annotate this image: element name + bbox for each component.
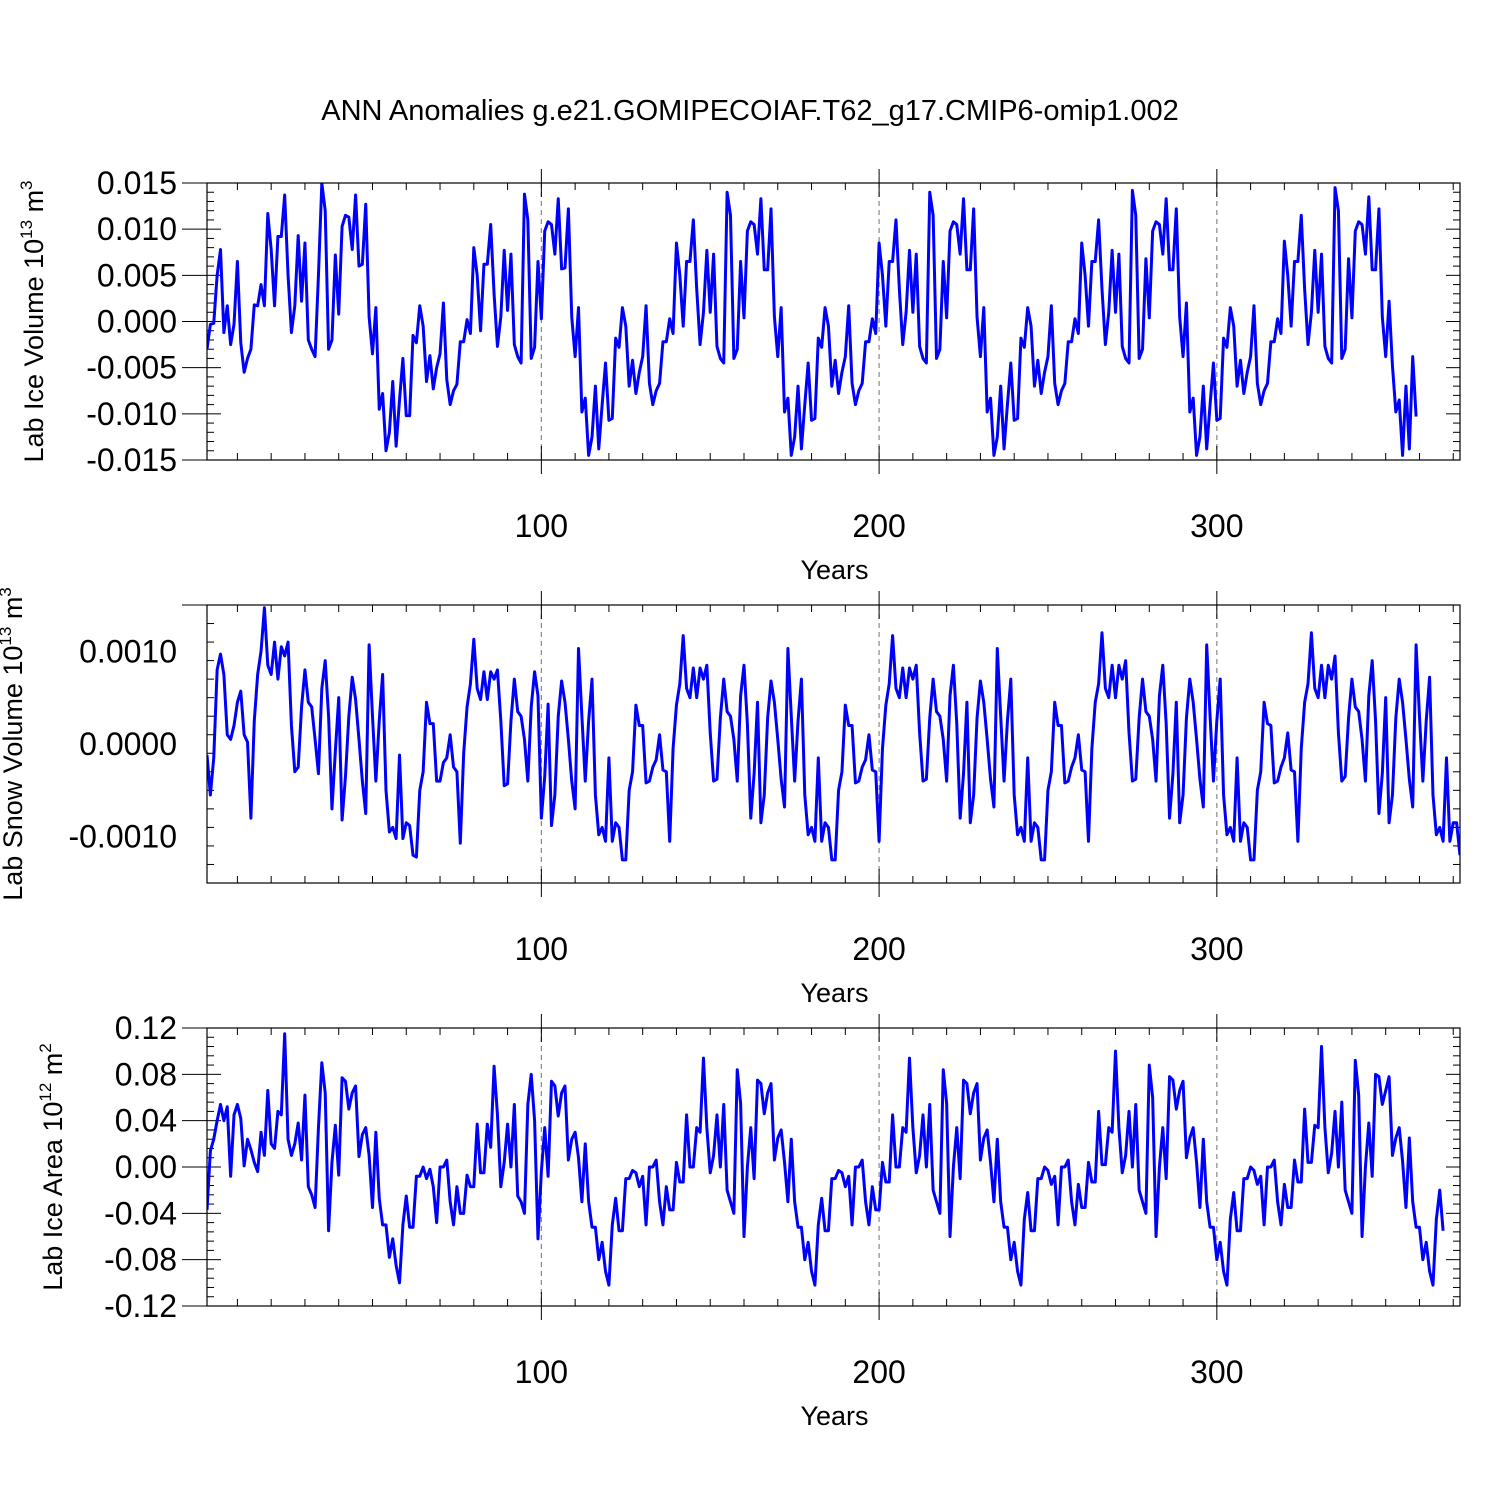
series-line-ice-area	[207, 1032, 1445, 1287]
x-tick-label: 200	[852, 1354, 905, 1390]
y-tick-label: 0.00	[115, 1149, 177, 1185]
y-tick-label: -0.005	[86, 350, 177, 386]
x-tick-label: 200	[852, 931, 905, 967]
y-tick-label: 0.005	[97, 257, 177, 293]
plot-frame	[206, 182, 1461, 461]
x-tick-label: 300	[1190, 1354, 1243, 1390]
y-tick-label: -0.08	[104, 1242, 177, 1278]
y-tick-label: -0.0010	[68, 819, 177, 855]
x-tick-label: 200	[852, 508, 905, 544]
y-tick-label: 0.010	[97, 211, 177, 247]
series-line-ice-volume	[207, 183, 1418, 457]
y-axis-label: Lab Snow Volume 1013 m3	[0, 587, 28, 901]
x-tick-label: 100	[515, 508, 568, 544]
panel-ice-area: 0.12 0.08 0.04 0.00 -0.04 -0.08 -0.12 100 200 300…	[36, 1010, 1461, 1431]
panels: 0.015 0.010 0.005 0.000 -0.005 -0.010 -0.015 10…	[0, 165, 1461, 1431]
y-tick-label: 0.000	[97, 304, 177, 340]
x-axis-label: Years	[800, 1401, 868, 1431]
y-tick-label: 0.015	[97, 165, 177, 201]
y-axis-label: Lab Ice Volume 1013 m3	[17, 180, 49, 462]
panel-ice-volume: 0.015 0.010 0.005 0.000 -0.005 -0.010 -0.015 10…	[17, 165, 1461, 585]
y-tick-label: 0.12	[115, 1010, 177, 1046]
x-tick-label: 100	[515, 931, 568, 967]
y-tick-label: 0.04	[115, 1103, 177, 1139]
x-tick-label: 100	[515, 1354, 568, 1390]
y-tick-label: -0.04	[104, 1195, 177, 1231]
series-line-snow-volume	[207, 606, 1460, 862]
y-tick-label: 0.0010	[79, 633, 177, 669]
y-tick-label: -0.015	[86, 442, 177, 478]
plot-frame	[206, 604, 1461, 884]
y-tick-label: 0.08	[115, 1056, 177, 1092]
x-tick-label: 300	[1190, 508, 1243, 544]
y-axis-label: Lab Ice Area 1012 m2	[36, 1043, 68, 1291]
y-tick-label: -0.12	[104, 1288, 177, 1324]
plot-frame	[206, 1027, 1461, 1307]
panel-snow-volume: 0.0010 0.0000 -0.0010 100 200 300 Years Lab Sno…	[0, 587, 1461, 1008]
x-tick-label: 300	[1190, 931, 1243, 967]
y-tick-label: 0.0000	[79, 726, 177, 762]
chart-title: ANN Anomalies g.e21.GOMIPECOIAF.T62_g17.…	[321, 95, 1179, 127]
y-tick-label: -0.010	[86, 396, 177, 432]
x-axis-label: Years	[800, 978, 868, 1008]
x-axis-label: Years	[800, 555, 868, 585]
